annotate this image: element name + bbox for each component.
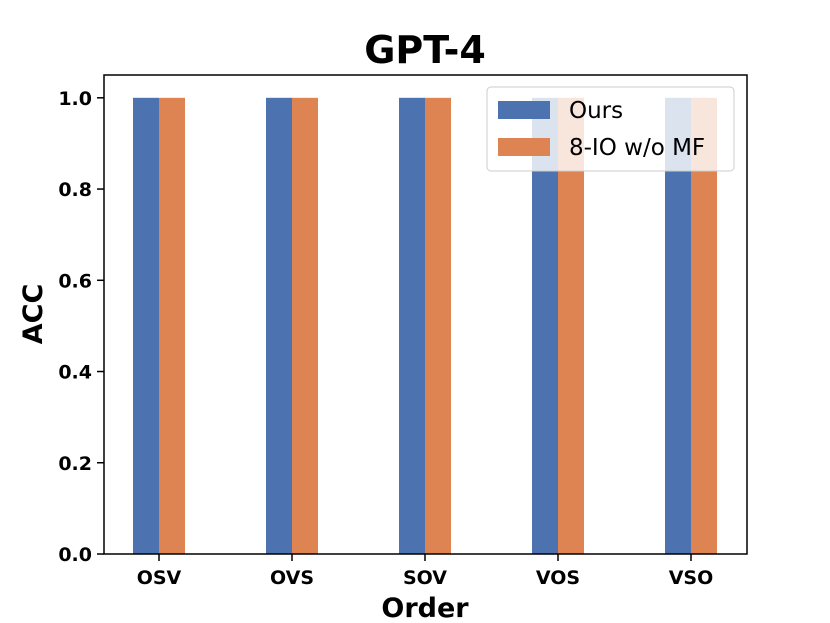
x-axis-label: Order (381, 593, 469, 623)
bar-vso-ours (665, 97, 691, 555)
y-axis-label: ACC (18, 284, 49, 345)
bar-sov-8-io-wo-mf (425, 97, 451, 555)
y-tick-label: 0.4 (58, 362, 92, 384)
x-axis: OSV OVS SOV VOS VSO (137, 554, 714, 589)
x-tick-label: OSV (137, 567, 182, 589)
bar-ovs-ours (266, 97, 292, 555)
x-tick-label: VOS (536, 567, 580, 589)
y-axis: 0.0 0.2 0.4 0.6 0.8 1.0 (58, 88, 104, 566)
y-tick-label: 0.6 (58, 270, 92, 292)
bar-sov-ours (399, 97, 425, 555)
legend-swatch (498, 138, 550, 156)
bar-osv-8-io-wo-mf (159, 97, 185, 555)
bar-osv-ours (133, 97, 159, 555)
y-tick-label: 0.8 (58, 179, 92, 201)
chart-title: GPT-4 (364, 28, 486, 72)
legend-label: Ours (569, 98, 623, 124)
y-tick-label: 0.0 (58, 544, 92, 566)
legend: Ours 8-IO w/o MF (486, 86, 735, 172)
y-tick-label: 0.2 (58, 453, 92, 475)
x-tick-label: VSO (669, 567, 714, 589)
x-tick-label: SOV (403, 567, 447, 589)
y-tick-label: 1.0 (58, 88, 92, 110)
bar-vos-ours (532, 97, 558, 555)
bars-layer (133, 97, 717, 555)
bar-vso-8-io-wo-mf (691, 97, 717, 555)
bar-ovs-8-io-wo-mf (292, 97, 318, 555)
legend-label: 8-IO w/o MF (569, 135, 705, 161)
legend-swatch (498, 101, 550, 119)
bar-vos-8-io-wo-mf (558, 97, 584, 555)
x-tick-label: OVS (270, 567, 314, 589)
